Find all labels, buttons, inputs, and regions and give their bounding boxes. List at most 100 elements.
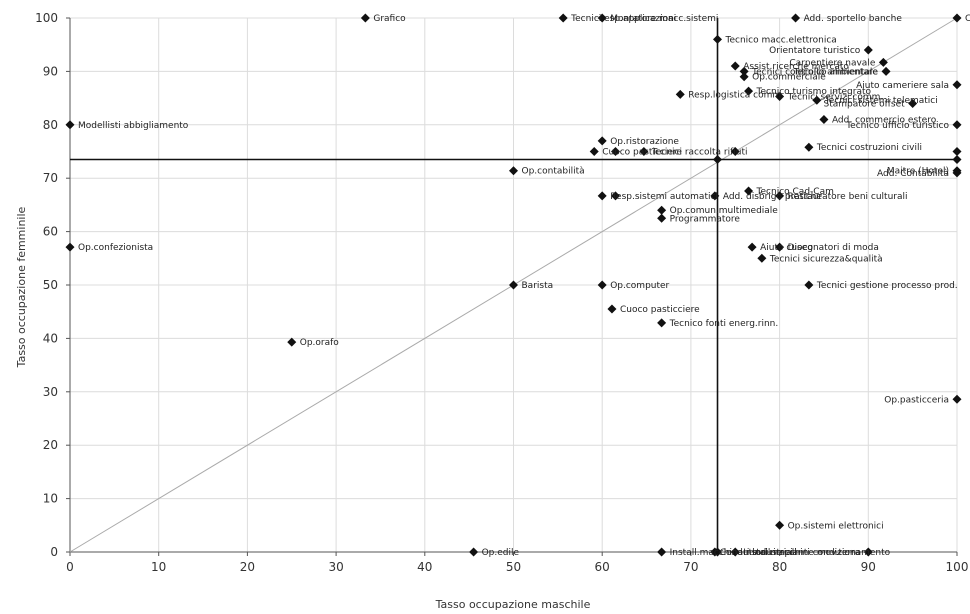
data-point: [952, 155, 962, 165]
point-labels: Grafico Tecnici esp.applicazioniMontatore…: [78, 14, 970, 558]
y-tick-label: 20: [43, 438, 58, 452]
data-point: [730, 61, 740, 71]
point-label: Programmatore: [670, 214, 741, 224]
point-label: Carpentiere navale: [789, 58, 875, 68]
data-point: [863, 45, 873, 55]
data-point: [558, 13, 568, 23]
point-label: Op.confezionista: [78, 243, 153, 253]
point-label: Montatore macc.sistemi: [610, 14, 718, 24]
x-axis-label: Tasso occupazione maschile: [435, 598, 591, 611]
y-tick-label: 10: [43, 492, 58, 506]
point-label: Aiuto cuoco: [760, 243, 813, 253]
data-point: [713, 547, 723, 557]
point-label: Stampatore offset: [823, 99, 905, 109]
data-point: [611, 147, 621, 156]
point-label: Cuoco pasticciere: [620, 305, 700, 315]
point-label: Add. sportello banche: [804, 14, 903, 24]
data-point: [639, 147, 649, 156]
point-label: Op.contabilità: [522, 167, 585, 177]
point-label: Resp.sistemi automatici: [610, 192, 718, 202]
point-label: Resp.logistica comm.: [688, 90, 784, 100]
x-tick-label: 60: [595, 560, 610, 574]
y-tick-label: 90: [43, 64, 58, 78]
data-point: [952, 80, 962, 90]
point-label: Cont: [965, 14, 970, 24]
data-point: [804, 280, 814, 290]
point-label: Op.computer: [610, 281, 669, 291]
y-axis-label: Tasso occupazione femminile: [15, 206, 28, 368]
data-point: [360, 13, 370, 23]
data-point: [509, 280, 518, 290]
data-point: [952, 168, 962, 178]
data-point: [952, 120, 962, 130]
data-point: [65, 120, 75, 130]
data-point: [757, 253, 767, 263]
data-point: [775, 520, 785, 530]
y-tick-label: 50: [43, 278, 58, 292]
point-label: Disegnatori di moda: [788, 243, 879, 253]
y-tick-label: 60: [43, 225, 58, 239]
y-tick-label: 80: [43, 118, 58, 132]
data-point: [739, 72, 749, 82]
point-label: Grafico: [373, 14, 406, 24]
x-tick-label: 0: [66, 560, 74, 574]
point-label: Op.pasticceria: [884, 395, 949, 405]
data-point: [863, 547, 873, 557]
data-point: [597, 191, 607, 201]
data-point: [791, 13, 801, 23]
point-label: Tecnici sistemi telematici: [824, 96, 938, 106]
point-label: Cuoco pasticciere: [602, 148, 682, 158]
x-tick-label: 10: [151, 560, 166, 574]
data-point: [744, 86, 754, 96]
point-label: Assist.ricerche mercato: [743, 62, 849, 72]
y-tick-label: 100: [35, 11, 58, 25]
data-points: [65, 13, 962, 557]
point-label: Add. disbrigo pratiche: [723, 192, 823, 202]
point-label: Op.comun.multimediale: [670, 206, 779, 216]
data-point: [597, 13, 607, 23]
data-point: [607, 304, 617, 314]
data-point: [881, 66, 891, 76]
data-point: [65, 242, 75, 252]
data-point: [657, 205, 667, 215]
point-label: Tecnici controllo ambientale: [751, 67, 878, 77]
point-label: Tecnici servizi comm.: [787, 92, 884, 102]
x-tick-label: 80: [772, 560, 787, 574]
point-label: Op.commerciale: [752, 73, 826, 83]
data-point: [713, 155, 723, 165]
data-point: [657, 318, 667, 328]
point-label: Install.macchinari industriali: [670, 548, 797, 558]
x-tick-label: 30: [328, 560, 343, 574]
data-point: [675, 89, 685, 99]
data-point: [611, 191, 621, 201]
data-point: [908, 98, 918, 108]
x-tick-label: 40: [417, 560, 432, 574]
point-label: Add. Contabilità: [877, 169, 949, 179]
data-point: [287, 337, 297, 347]
data-point: [812, 95, 822, 105]
data-point: [597, 280, 607, 290]
data-point: [589, 147, 599, 156]
data-point: [597, 136, 607, 146]
x-tick-label: 20: [240, 560, 255, 574]
data-point: [730, 147, 740, 156]
data-point: [739, 66, 749, 76]
data-point: [730, 547, 740, 557]
point-label: Tecnici costruzioni civili: [816, 143, 922, 153]
data-point: [952, 394, 962, 404]
data-point: [775, 191, 785, 201]
point-label: Barista: [522, 281, 554, 291]
point-label: Orientatore turistico: [769, 46, 861, 56]
point-label: Tecnici sicurezza&qualità: [769, 254, 883, 264]
tick-labels: 0 10 20 30 40 50 60 70 80 90 100 0 10 20 30 40 50 60 70 80 9…: [35, 11, 968, 574]
data-point: [804, 142, 814, 152]
y-tick-label: 40: [43, 331, 58, 345]
point-label: Add. commercio estero: [832, 115, 937, 125]
data-point: [713, 34, 723, 44]
point-label: Tecnici gestione processo prod.: [816, 281, 958, 291]
point-label: Tecnico Cad-Cam: [756, 187, 834, 197]
data-point: [657, 213, 667, 223]
point-label: Tecnico ufficio turistico: [845, 121, 949, 131]
x-tick-label: 100: [946, 560, 969, 574]
